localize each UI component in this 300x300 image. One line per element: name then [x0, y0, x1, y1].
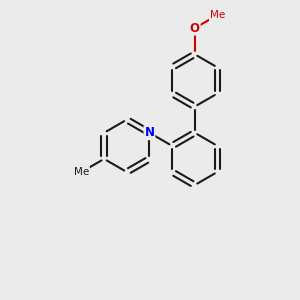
- Text: N: N: [144, 126, 154, 139]
- Text: Me: Me: [74, 167, 89, 177]
- Text: Me: Me: [210, 10, 225, 20]
- Text: O: O: [190, 22, 200, 34]
